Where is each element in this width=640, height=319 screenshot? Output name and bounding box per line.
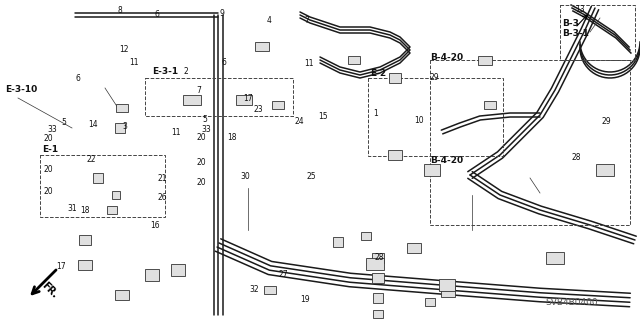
Bar <box>145 269 159 281</box>
Text: 18: 18 <box>81 206 90 215</box>
Bar <box>368 78 503 156</box>
Bar <box>145 78 293 116</box>
Text: FR.: FR. <box>40 280 60 300</box>
Text: B-4-20: B-4-20 <box>430 156 463 165</box>
Text: 20: 20 <box>43 165 53 174</box>
Bar <box>596 164 614 176</box>
Text: 13: 13 <box>575 5 585 14</box>
Text: 16: 16 <box>150 221 160 230</box>
Text: 11: 11 <box>172 128 180 137</box>
Bar <box>116 104 128 112</box>
Bar <box>366 258 384 270</box>
Text: 20: 20 <box>196 158 207 167</box>
Text: 27: 27 <box>278 270 289 279</box>
Text: 5: 5 <box>61 118 67 127</box>
Bar <box>78 260 92 270</box>
Bar <box>430 60 630 225</box>
Text: SVB4B0400: SVB4B0400 <box>545 298 598 307</box>
Text: 26: 26 <box>157 193 167 202</box>
Bar <box>389 73 401 83</box>
Text: 5: 5 <box>202 115 207 124</box>
Bar <box>236 95 252 105</box>
Text: 3: 3 <box>122 122 127 130</box>
Text: 6: 6 <box>221 58 227 67</box>
Bar <box>560 5 635 60</box>
Bar <box>478 56 492 65</box>
Text: 20: 20 <box>43 187 53 196</box>
Text: 33: 33 <box>202 125 212 134</box>
Text: 18: 18 <box>228 133 237 142</box>
Text: 24: 24 <box>294 117 305 126</box>
Text: 33: 33 <box>47 125 58 134</box>
Bar <box>112 191 120 199</box>
Text: 17: 17 <box>56 262 66 271</box>
Text: 2: 2 <box>183 67 188 76</box>
Text: 28: 28 <box>374 253 383 262</box>
Text: 29: 29 <box>602 117 612 126</box>
Text: B-3-1: B-3-1 <box>562 29 589 38</box>
Bar <box>115 290 129 300</box>
Text: 10: 10 <box>414 116 424 125</box>
Text: 1: 1 <box>373 109 378 118</box>
Text: 9: 9 <box>220 9 225 18</box>
Text: 20: 20 <box>196 133 207 142</box>
Text: 29: 29 <box>429 73 439 82</box>
Bar <box>333 237 343 247</box>
Text: E-1: E-1 <box>42 145 58 154</box>
Bar <box>171 264 185 276</box>
Text: 7: 7 <box>196 86 201 95</box>
Text: 31: 31 <box>67 204 77 213</box>
Text: 23: 23 <box>253 105 263 114</box>
Bar <box>441 287 455 297</box>
Text: 17: 17 <box>243 94 253 103</box>
Text: 12: 12 <box>119 45 128 54</box>
Bar <box>372 273 384 283</box>
Text: 21: 21 <box>157 174 166 183</box>
Bar <box>424 164 440 176</box>
Bar <box>264 286 276 294</box>
Bar <box>93 173 103 183</box>
Text: 28: 28 <box>572 153 580 162</box>
Text: 22: 22 <box>87 155 96 164</box>
Text: 15: 15 <box>318 112 328 121</box>
Bar <box>272 101 284 109</box>
Bar <box>79 235 91 245</box>
Text: 30: 30 <box>240 172 250 181</box>
Bar <box>388 150 402 160</box>
Text: B-4-20: B-4-20 <box>430 53 463 62</box>
Text: 20: 20 <box>196 178 207 187</box>
Text: 20: 20 <box>43 134 53 143</box>
Bar <box>348 56 360 64</box>
Bar <box>407 243 421 253</box>
Bar <box>484 101 496 109</box>
Bar <box>183 95 201 105</box>
Text: 11: 11 <box>305 59 314 68</box>
Text: 19: 19 <box>300 295 310 304</box>
Bar <box>373 310 383 318</box>
Text: E-2: E-2 <box>370 69 386 78</box>
Bar <box>372 253 384 263</box>
Text: 25: 25 <box>307 172 317 181</box>
Text: 6: 6 <box>154 10 159 19</box>
Text: 8: 8 <box>118 6 123 15</box>
Text: 4: 4 <box>266 16 271 25</box>
Text: 32: 32 <box>249 285 259 293</box>
Text: E-3-10: E-3-10 <box>5 85 37 94</box>
Bar <box>107 206 117 214</box>
Bar <box>373 293 383 303</box>
Bar <box>115 123 125 133</box>
Text: B-3: B-3 <box>562 19 579 28</box>
Bar <box>439 279 455 291</box>
Bar <box>40 155 165 217</box>
Bar <box>425 298 435 306</box>
Bar <box>361 232 371 240</box>
Text: 11: 11 <box>130 58 139 67</box>
Bar <box>546 252 564 264</box>
Bar <box>255 42 269 51</box>
Text: E-3-1: E-3-1 <box>152 67 178 76</box>
Text: 7: 7 <box>305 16 310 25</box>
Text: 6: 6 <box>76 74 81 83</box>
Text: 14: 14 <box>88 120 99 129</box>
